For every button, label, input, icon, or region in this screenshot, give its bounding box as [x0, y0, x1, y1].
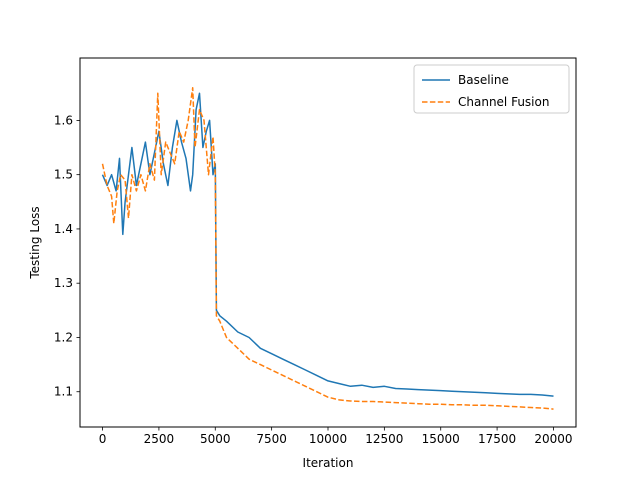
x-tick-label: 17500: [478, 432, 516, 446]
x-tick-label: 15000: [422, 432, 460, 446]
series-line-0: [101, 92, 554, 397]
y-tick-label: 1.4: [54, 222, 73, 236]
x-tick-label: 7500: [256, 432, 287, 446]
y-tick-label: 1.3: [54, 276, 73, 290]
y-tick-label: 1.1: [54, 385, 73, 399]
x-axis-ticks: 0 2500 5000 7500 10000 12500 15000 17500 20000: [99, 427, 573, 446]
y-tick-label: 1.6: [54, 113, 73, 127]
x-tick-label: 10000: [309, 432, 347, 446]
y-tick-label: 1.5: [54, 168, 73, 182]
y-axis-ticks: 1.1 1.2 1.3 1.4 1.5 1.6: [54, 113, 80, 399]
y-tick-label: 1.2: [54, 330, 73, 344]
legend-label-0: Baseline: [458, 73, 509, 87]
legend: Baseline Channel Fusion: [413, 64, 570, 114]
legend-items: Baseline Channel Fusion: [422, 73, 549, 109]
x-tick-label: 2500: [144, 432, 175, 446]
y-axis-label: Testing Loss: [28, 206, 42, 279]
series-line-1: [101, 87, 554, 410]
x-tick-label: 12500: [365, 432, 403, 446]
x-tick-label: 20000: [534, 432, 572, 446]
series-layer: [101, 87, 554, 410]
x-axis-label: Iteration: [303, 456, 354, 470]
legend-box: [413, 64, 570, 114]
x-tick-label: 0: [99, 432, 107, 446]
x-tick-label: 5000: [200, 432, 231, 446]
legend-label-1: Channel Fusion: [458, 95, 549, 109]
